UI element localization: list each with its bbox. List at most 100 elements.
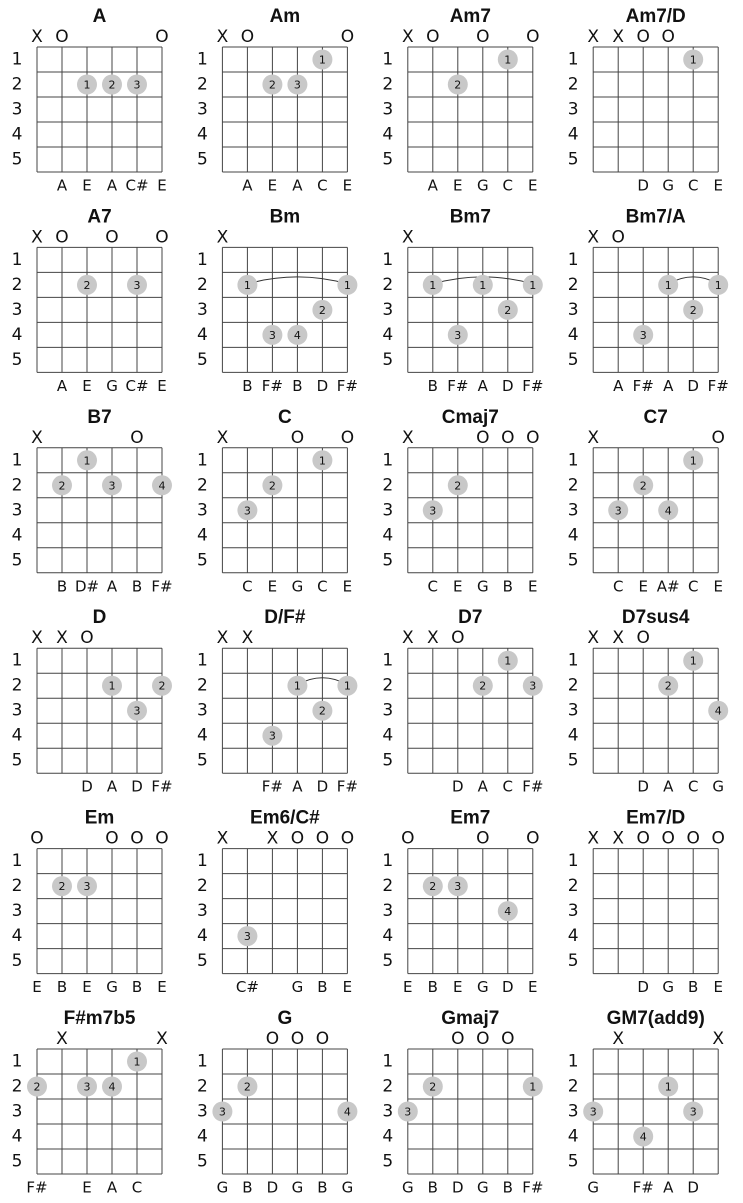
note-name: F#: [522, 778, 543, 796]
note-name: G: [342, 1179, 354, 1197]
fret-number: 2: [12, 676, 23, 696]
note-name: A: [478, 778, 489, 796]
string-marker: X: [402, 27, 414, 47]
note-name: C#: [236, 978, 259, 996]
finger-dot: [497, 650, 518, 671]
string-marker: O: [476, 829, 489, 849]
fret-number: 5: [382, 951, 393, 971]
note-name: E: [528, 978, 537, 996]
chord-name: D: [93, 607, 107, 628]
string-marker: O: [526, 27, 539, 47]
string-marker: O: [130, 428, 143, 448]
note-name: D: [81, 778, 93, 796]
note-name: E: [82, 978, 91, 996]
fret-number: 5: [382, 150, 393, 170]
fret-number: 5: [568, 550, 579, 570]
string-marker: O: [316, 829, 329, 849]
note-name: B: [242, 1179, 252, 1197]
finger-dot: [422, 876, 443, 897]
fret-number: 2: [12, 876, 23, 896]
fret-number: 3: [382, 100, 393, 120]
note-name: A: [292, 177, 303, 195]
finger-dot: [52, 876, 72, 897]
note-name: E: [403, 978, 412, 996]
note-name: B: [503, 577, 513, 595]
finger-number: 1: [504, 655, 511, 668]
note-name: G: [292, 577, 304, 595]
finger-number: 2: [319, 705, 326, 718]
finger-dot: [312, 700, 333, 721]
note-name: E: [32, 978, 41, 996]
string-marker: O: [637, 628, 650, 648]
fret-number: 2: [382, 876, 393, 896]
finger-dot: [497, 49, 518, 70]
chord-name: C7: [644, 407, 668, 428]
chord-name: Bm: [270, 206, 301, 227]
finger-dot: [397, 1101, 418, 1122]
string-marker: X: [31, 428, 43, 448]
fret-number: 1: [197, 450, 208, 470]
fret-number: 3: [568, 300, 579, 320]
note-name: B: [317, 1179, 327, 1197]
string-marker: X: [712, 1029, 724, 1049]
string-marker: O: [451, 1029, 464, 1049]
fret-number: 2: [12, 275, 23, 295]
finger-number: 2: [479, 680, 486, 693]
string-marker: X: [427, 628, 439, 648]
finger-dot: [633, 1126, 654, 1147]
note-name: A: [292, 778, 303, 796]
string-marker: X: [31, 27, 43, 47]
string-marker: O: [662, 27, 675, 47]
finger-number: 1: [319, 454, 326, 467]
fret-number: 1: [382, 851, 393, 871]
string-marker: X: [587, 27, 599, 47]
note-name: E: [157, 377, 166, 395]
fret-number: 2: [568, 676, 579, 696]
note-name: C#: [125, 177, 148, 195]
fret-number: 5: [12, 150, 23, 170]
string-marker: X: [402, 628, 414, 648]
note-name: F#: [522, 1179, 543, 1197]
note-name: G: [712, 778, 724, 796]
finger-dot: [127, 700, 147, 721]
fret-number: 4: [568, 926, 579, 946]
fret-number: 4: [568, 325, 579, 345]
fret-number: 5: [197, 1152, 208, 1172]
fret-number: 5: [197, 751, 208, 771]
finger-number: 2: [34, 1081, 41, 1094]
fret-number: 1: [197, 651, 208, 671]
finger-dot: [262, 324, 283, 345]
finger-number: 1: [504, 54, 511, 67]
string-marker: X: [587, 628, 599, 648]
note-name: E: [82, 377, 91, 395]
finger-dot: [127, 74, 147, 95]
fret-number: 1: [197, 250, 208, 270]
note-name: C: [317, 177, 327, 195]
finger-dot: [683, 450, 704, 471]
chord-name: D7: [458, 607, 482, 628]
finger-dot: [287, 675, 308, 696]
finger-number: 3: [404, 1106, 411, 1119]
chord-name: G: [278, 1008, 293, 1029]
fret-number: 2: [568, 475, 579, 495]
finger-number: 3: [84, 1081, 91, 1094]
finger-number: 2: [59, 479, 66, 492]
fret-number: 4: [197, 525, 208, 545]
note-name: E: [713, 978, 722, 996]
finger-dot: [522, 675, 543, 696]
finger-number: 4: [665, 504, 672, 517]
note-name: E: [713, 577, 722, 595]
string-marker: O: [155, 27, 168, 47]
fret-number: 3: [568, 100, 579, 120]
fret-number: 5: [12, 951, 23, 971]
fret-number: 3: [197, 901, 208, 921]
finger-dot: [237, 274, 258, 295]
note-name: F#: [26, 1179, 47, 1197]
note-name: D: [131, 778, 143, 796]
finger-number: 2: [429, 880, 436, 893]
fret-number: 4: [12, 1127, 23, 1147]
chord-name: F#m7b5: [64, 1008, 136, 1029]
note-name: E: [268, 177, 277, 195]
finger-number: 2: [84, 279, 91, 292]
finger-dot: [262, 725, 283, 746]
